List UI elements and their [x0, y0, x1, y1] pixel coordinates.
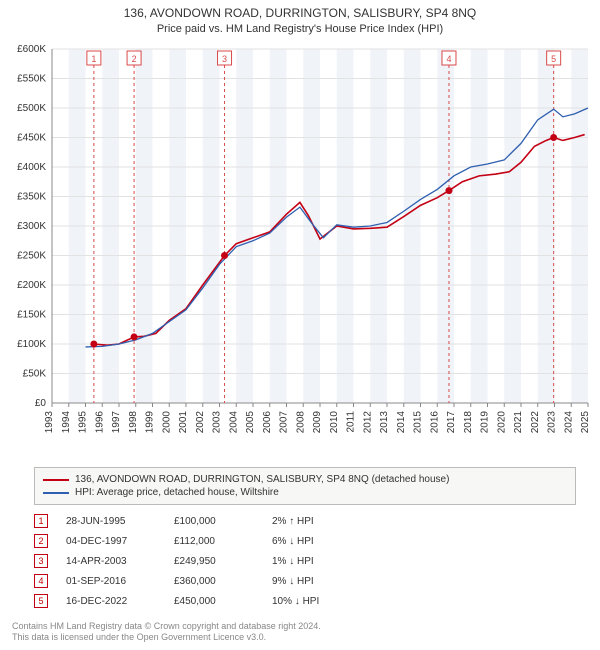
price-chart: £0 £50K £100K £150K £200K £250K £300K £350K £400… [0, 41, 600, 461]
svg-text:2002: 2002 [195, 411, 206, 434]
svg-text:2022: 2022 [530, 411, 541, 434]
svg-text:2004: 2004 [228, 411, 239, 434]
svg-text:2020: 2020 [496, 411, 507, 434]
svg-text:1997: 1997 [111, 411, 122, 434]
marker-diff: 10% ↓ HPI [272, 596, 372, 607]
legend-row-hpi: HPI: Average price, detached house, Wilt… [43, 486, 567, 499]
marker-date: 04-DEC-1997 [66, 536, 156, 547]
svg-text:2015: 2015 [413, 411, 424, 434]
svg-text:2013: 2013 [379, 411, 390, 434]
svg-text:2016: 2016 [429, 411, 440, 434]
svg-text:2006: 2006 [262, 411, 273, 434]
svg-text:2018: 2018 [463, 411, 474, 434]
marker-price: £360,000 [174, 576, 254, 587]
svg-text:2024: 2024 [563, 411, 574, 434]
legend: 136, AVONDOWN ROAD, DURRINGTON, SALISBUR… [34, 467, 576, 505]
svg-text:2007: 2007 [279, 411, 290, 434]
svg-text:1995: 1995 [78, 411, 89, 434]
svg-text:2001: 2001 [178, 411, 189, 434]
svg-text:2025: 2025 [580, 411, 591, 434]
svg-text:£600K: £600K [17, 44, 46, 55]
svg-text:2019: 2019 [480, 411, 491, 434]
footer-line2: This data is licensed under the Open Gov… [12, 632, 321, 644]
marker-table: 1 28-JUN-1995 £100,000 2% ↑ HPI 2 04-DEC-1997… [34, 511, 576, 611]
svg-text:£450K: £450K [17, 133, 46, 144]
svg-text:2000: 2000 [161, 411, 172, 434]
legend-row-price: 136, AVONDOWN ROAD, DURRINGTON, SALISBUR… [43, 473, 567, 486]
svg-text:1996: 1996 [94, 411, 105, 434]
marker-row: 3 14-APR-2003 £249,950 1% ↓ HPI [34, 551, 576, 571]
marker-badge: 5 [34, 594, 48, 608]
legend-swatch-hpi [43, 492, 69, 494]
marker-price: £100,000 [174, 516, 254, 527]
svg-text:1994: 1994 [61, 411, 72, 434]
svg-text:£350K: £350K [17, 192, 46, 203]
svg-text:2: 2 [132, 54, 137, 64]
marker-diff: 1% ↓ HPI [272, 556, 372, 567]
svg-text:£100K: £100K [17, 339, 46, 350]
svg-text:£0: £0 [35, 398, 47, 409]
svg-text:2008: 2008 [295, 411, 306, 434]
marker-diff: 6% ↓ HPI [272, 536, 372, 547]
svg-text:2012: 2012 [362, 411, 373, 434]
svg-text:2014: 2014 [396, 411, 407, 434]
svg-text:£250K: £250K [17, 251, 46, 262]
svg-text:£400K: £400K [17, 162, 46, 173]
marker-row: 4 01-SEP-2016 £360,000 9% ↓ HPI [34, 571, 576, 591]
marker-badge: 4 [34, 574, 48, 588]
legend-label-price: 136, AVONDOWN ROAD, DURRINGTON, SALISBUR… [75, 474, 449, 485]
svg-text:2023: 2023 [547, 411, 558, 434]
marker-date: 16-DEC-2022 [66, 596, 156, 607]
marker-row: 1 28-JUN-1995 £100,000 2% ↑ HPI [34, 511, 576, 531]
svg-text:1998: 1998 [128, 411, 139, 434]
marker-badge: 3 [34, 554, 48, 568]
marker-date: 28-JUN-1995 [66, 516, 156, 527]
page-title: 136, AVONDOWN ROAD, DURRINGTON, SALISBUR… [0, 0, 600, 20]
marker-diff: 9% ↓ HPI [272, 576, 372, 587]
page-subtitle: Price paid vs. HM Land Registry's House … [0, 20, 600, 41]
marker-date: 01-SEP-2016 [66, 576, 156, 587]
svg-text:£200K: £200K [17, 280, 46, 291]
svg-text:1993: 1993 [44, 411, 55, 434]
svg-text:2010: 2010 [329, 411, 340, 434]
marker-row: 5 16-DEC-2022 £450,000 10% ↓ HPI [34, 591, 576, 611]
svg-text:1: 1 [91, 54, 96, 64]
footer: Contains HM Land Registry data © Crown c… [12, 621, 321, 644]
marker-badge: 2 [34, 534, 48, 548]
svg-text:£150K: £150K [17, 310, 46, 321]
chart-container: £0 £50K £100K £150K £200K £250K £300K £350K £400… [0, 41, 600, 461]
svg-text:2021: 2021 [513, 411, 524, 434]
legend-swatch-price [43, 479, 69, 481]
svg-text:£50K: £50K [23, 369, 47, 380]
marker-date: 14-APR-2003 [66, 556, 156, 567]
svg-text:£550K: £550K [17, 74, 46, 85]
svg-text:3: 3 [222, 54, 227, 64]
marker-badge: 1 [34, 514, 48, 528]
footer-line1: Contains HM Land Registry data © Crown c… [12, 621, 321, 633]
marker-row: 2 04-DEC-1997 £112,000 6% ↓ HPI [34, 531, 576, 551]
svg-text:2011: 2011 [346, 411, 357, 433]
marker-diff: 2% ↑ HPI [272, 516, 372, 527]
svg-text:£500K: £500K [17, 103, 46, 114]
svg-text:2005: 2005 [245, 411, 256, 434]
marker-price: £249,950 [174, 556, 254, 567]
svg-text:2009: 2009 [312, 411, 323, 434]
svg-text:1999: 1999 [145, 411, 156, 434]
marker-price: £112,000 [174, 536, 254, 547]
svg-text:£300K: £300K [17, 221, 46, 232]
legend-label-hpi: HPI: Average price, detached house, Wilt… [75, 487, 279, 498]
svg-text:4: 4 [446, 54, 451, 64]
marker-price: £450,000 [174, 596, 254, 607]
svg-text:2003: 2003 [212, 411, 223, 434]
svg-text:5: 5 [551, 54, 556, 64]
svg-text:2017: 2017 [446, 411, 457, 434]
